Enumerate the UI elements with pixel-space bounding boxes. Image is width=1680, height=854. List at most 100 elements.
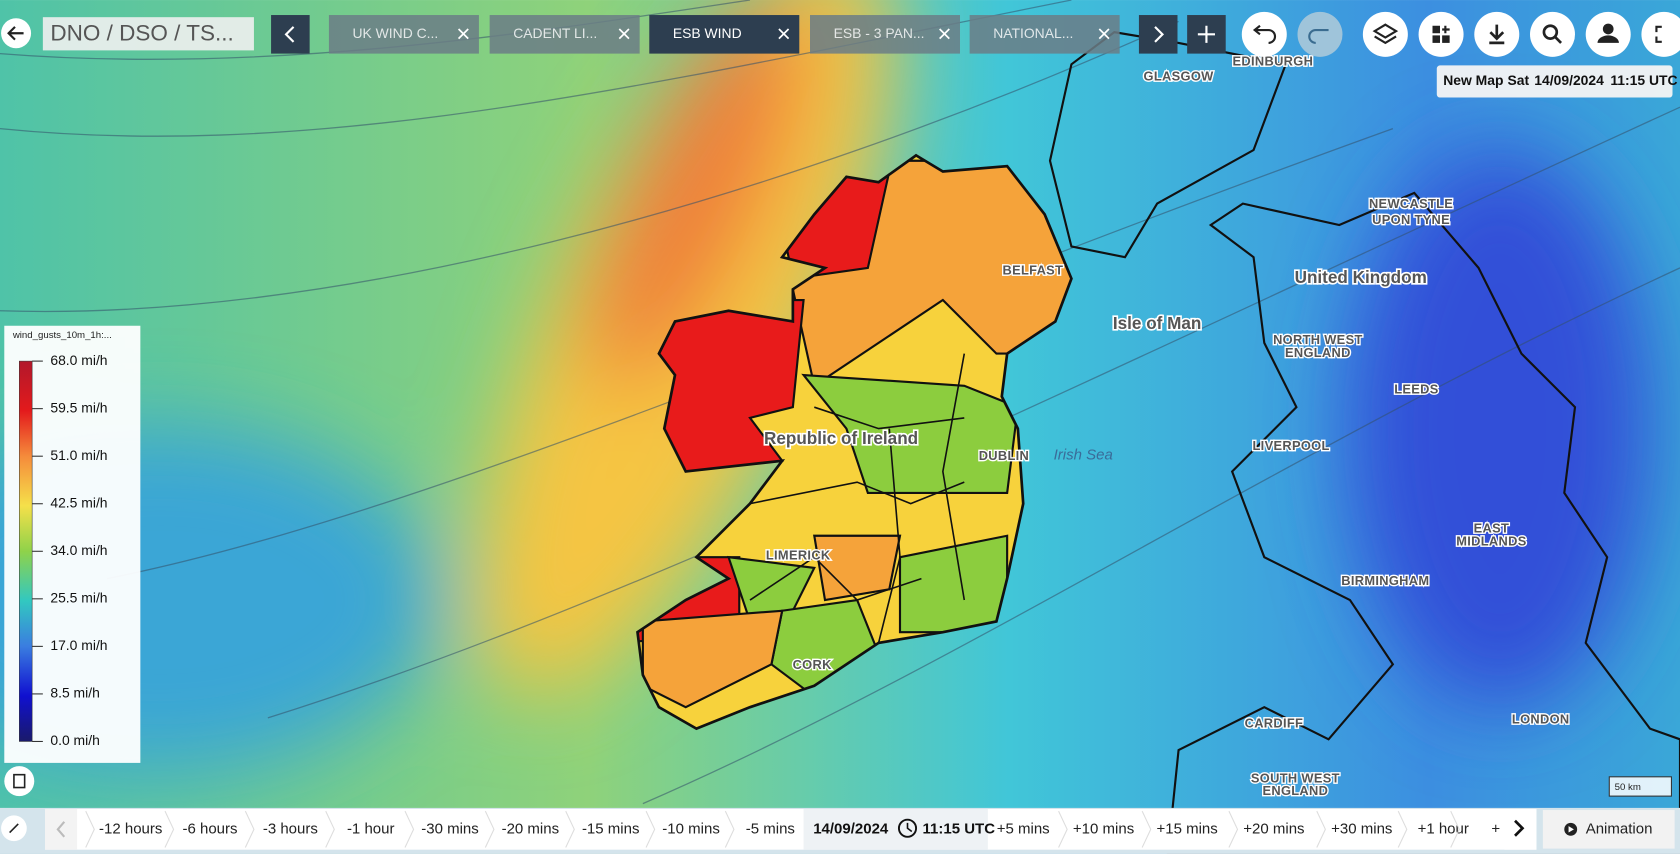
map-label: Irish Sea xyxy=(1054,446,1113,463)
time-step[interactable]: -20 mins xyxy=(502,820,560,837)
legend-label: 8.5 mi/h xyxy=(50,685,99,701)
step-separator xyxy=(1450,810,1460,848)
step-separator xyxy=(1316,810,1326,848)
legend-label: 34.0 mi/h xyxy=(50,542,107,558)
tab-close[interactable] xyxy=(618,28,630,40)
expand-button[interactable] xyxy=(1,815,27,842)
map-label: CARDIFF xyxy=(1245,716,1304,731)
map-label: ENGLAND xyxy=(1285,345,1351,360)
legend-label: 25.5 mi/h xyxy=(50,590,107,606)
time-step[interactable]: -1 hour xyxy=(347,820,395,837)
legend-colorbar xyxy=(19,360,33,742)
add-tab[interactable] xyxy=(1187,15,1226,54)
tab[interactable]: UK WIND C... xyxy=(328,15,479,54)
animation-button[interactable]: Animation xyxy=(1542,810,1675,849)
time-step[interactable]: +5 mins xyxy=(997,820,1050,837)
time-step[interactable]: +1 hour xyxy=(1418,820,1469,837)
current-time-box xyxy=(803,808,988,850)
step-separator xyxy=(484,810,495,848)
timeline-prev[interactable] xyxy=(45,808,78,850)
timeline: -12 hours -6 hours -3 hours -1 hour -30 mins… xyxy=(0,807,1680,854)
legend-title: wind_gusts_10m_1h:... xyxy=(12,330,112,341)
map-day: Sat xyxy=(1508,72,1530,88)
tab-label: ESB WIND xyxy=(673,25,742,41)
tabs-next[interactable] xyxy=(1138,15,1178,54)
tab-close[interactable] xyxy=(778,28,790,40)
legend-label: 59.5 mi/h xyxy=(50,399,107,415)
map-label: NEWCASTLE xyxy=(1369,196,1453,211)
time-step[interactable]: -10 mins xyxy=(662,820,720,837)
tab[interactable]: ESB WIND xyxy=(649,15,800,54)
map-label: LIMERICK xyxy=(766,547,831,562)
scale-label: 50 km xyxy=(1615,782,1641,793)
info-box: New Map Sat 14/09/2024 11:15 UTC xyxy=(1436,65,1678,98)
tab-label: CADENT LI... xyxy=(513,25,597,41)
legend: wind_gusts_10m_1h:... 68.0 mi/h 59.5 mi/h… xyxy=(4,325,141,763)
widgets-button[interactable] xyxy=(1418,11,1464,57)
legend-label: 51.0 mi/h xyxy=(50,447,107,463)
step-separator xyxy=(404,810,415,848)
map-label: LEEDS xyxy=(1394,381,1439,396)
animation-label: Animation xyxy=(1586,820,1653,837)
timeline-next[interactable] xyxy=(1504,808,1537,850)
scale-bar: 50 km xyxy=(1608,776,1672,797)
redo-button[interactable] xyxy=(1297,11,1343,57)
time-step[interactable]: + xyxy=(1491,820,1500,837)
time-step[interactable]: +20 mins xyxy=(1243,820,1304,837)
sidebar-toggle[interactable] xyxy=(4,766,35,797)
map-date: 14/09/2024 xyxy=(1534,72,1604,88)
time-step[interactable]: +15 mins xyxy=(1156,820,1217,837)
tab-close[interactable] xyxy=(939,28,950,40)
download-button[interactable] xyxy=(1474,11,1520,57)
back-button[interactable] xyxy=(1,18,32,49)
tab-close[interactable] xyxy=(1098,28,1110,40)
map-label: LIVERPOOL xyxy=(1253,438,1330,453)
tab-background xyxy=(328,15,479,54)
map-label: CORK xyxy=(793,657,833,672)
legend-label: 42.5 mi/h xyxy=(50,494,107,510)
tab-background xyxy=(649,15,800,54)
time-step[interactable]: -6 hours xyxy=(182,820,237,837)
map-label: LONDON xyxy=(1512,711,1570,726)
fullscreen-button[interactable] xyxy=(1641,11,1680,57)
time-step[interactable]: -30 mins xyxy=(421,820,479,837)
time-step[interactable]: +30 mins xyxy=(1331,820,1392,837)
time-step[interactable]: -5 mins xyxy=(746,820,795,837)
step-separator xyxy=(244,810,255,848)
map-label: BELFAST xyxy=(1002,262,1063,277)
map-label: EAST xyxy=(1474,521,1510,536)
map-label: DUBLIN xyxy=(979,448,1029,463)
undo-button[interactable] xyxy=(1241,11,1287,57)
account-button[interactable] xyxy=(1585,11,1631,57)
title-box[interactable] xyxy=(42,17,254,51)
tabs-prev[interactable] xyxy=(271,15,310,54)
tab-background xyxy=(810,15,960,54)
time-step[interactable]: -3 hours xyxy=(263,820,318,837)
tab[interactable]: CADENT LI... xyxy=(489,15,640,54)
time-step[interactable]: -12 hours xyxy=(99,820,162,837)
search-button[interactable] xyxy=(1530,11,1575,57)
step-separator xyxy=(85,810,95,848)
tab-label: UK WIND C... xyxy=(353,25,439,41)
time-step[interactable]: -15 mins xyxy=(582,820,640,837)
step-separator xyxy=(645,810,656,848)
layers-button[interactable] xyxy=(1362,11,1408,57)
tab[interactable]: ESB - 3 PAN... xyxy=(810,15,960,54)
step-separator xyxy=(565,810,575,848)
map-label: GLASGOW xyxy=(1144,69,1215,84)
time-step[interactable]: +10 mins xyxy=(1073,820,1134,837)
map-label: Republic of Ireland xyxy=(764,428,918,448)
map-label: EDINBURGH xyxy=(1233,54,1314,69)
tab[interactable]: NATIONAL... xyxy=(969,15,1120,54)
map-label: SOUTH WEST xyxy=(1251,770,1340,785)
current-date: 14/09/2024 xyxy=(813,820,889,837)
tab-label: NATIONAL... xyxy=(993,25,1073,41)
map-name: New Map xyxy=(1443,72,1503,88)
tab-close[interactable] xyxy=(457,28,469,40)
step-separator xyxy=(1397,810,1408,848)
map-label: UPON TYNE xyxy=(1372,212,1450,227)
project-title: DNO / DSO / TS... xyxy=(50,20,233,45)
legend-label: 0.0 mi/h xyxy=(50,732,99,748)
legend-label: 17.0 mi/h xyxy=(50,637,107,653)
